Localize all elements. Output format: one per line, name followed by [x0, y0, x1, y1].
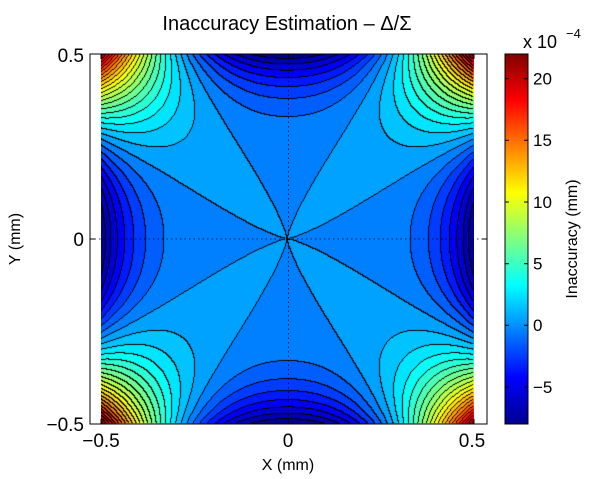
x-axis-label: X (mm) [262, 457, 314, 474]
y-tick-label-zero: 0 [73, 230, 84, 251]
y-tick-label-max: 0.5 [58, 46, 84, 67]
x-tick-label-max: 0.5 [459, 431, 485, 452]
x-tick-marks [100, 54, 475, 424]
colorbar-tick-marks [505, 78, 528, 388]
y-tick-marks [90, 53, 487, 425]
x-tick-label-zero: 0 [283, 431, 294, 452]
colorbar-tick-label-15: 15 [533, 131, 552, 150]
colorbar [504, 53, 529, 425]
colorbar-tick-label-minus-5: −5 [533, 378, 552, 397]
colorbar-tick-label-0: 0 [533, 316, 542, 335]
colorbar-tick-label-20: 20 [533, 70, 552, 89]
colorbar-scale-exponent: −4 [566, 26, 581, 41]
y-axis-label: Y (mm) [7, 213, 24, 265]
colorbar-tick-label-10: 10 [533, 193, 552, 212]
colorbar-scale-base: x 10 [523, 32, 557, 52]
contour-field [101, 54, 474, 424]
colorbar-label: Inaccuracy (mm) [564, 179, 581, 298]
chart-title: Inaccuracy Estimation – Δ/Σ [162, 13, 411, 35]
x-tick-label-min: −0.5 [82, 431, 120, 452]
colorbar-tick-label-5: 5 [533, 255, 542, 274]
y-tick-label-min: −0.5 [46, 415, 84, 436]
